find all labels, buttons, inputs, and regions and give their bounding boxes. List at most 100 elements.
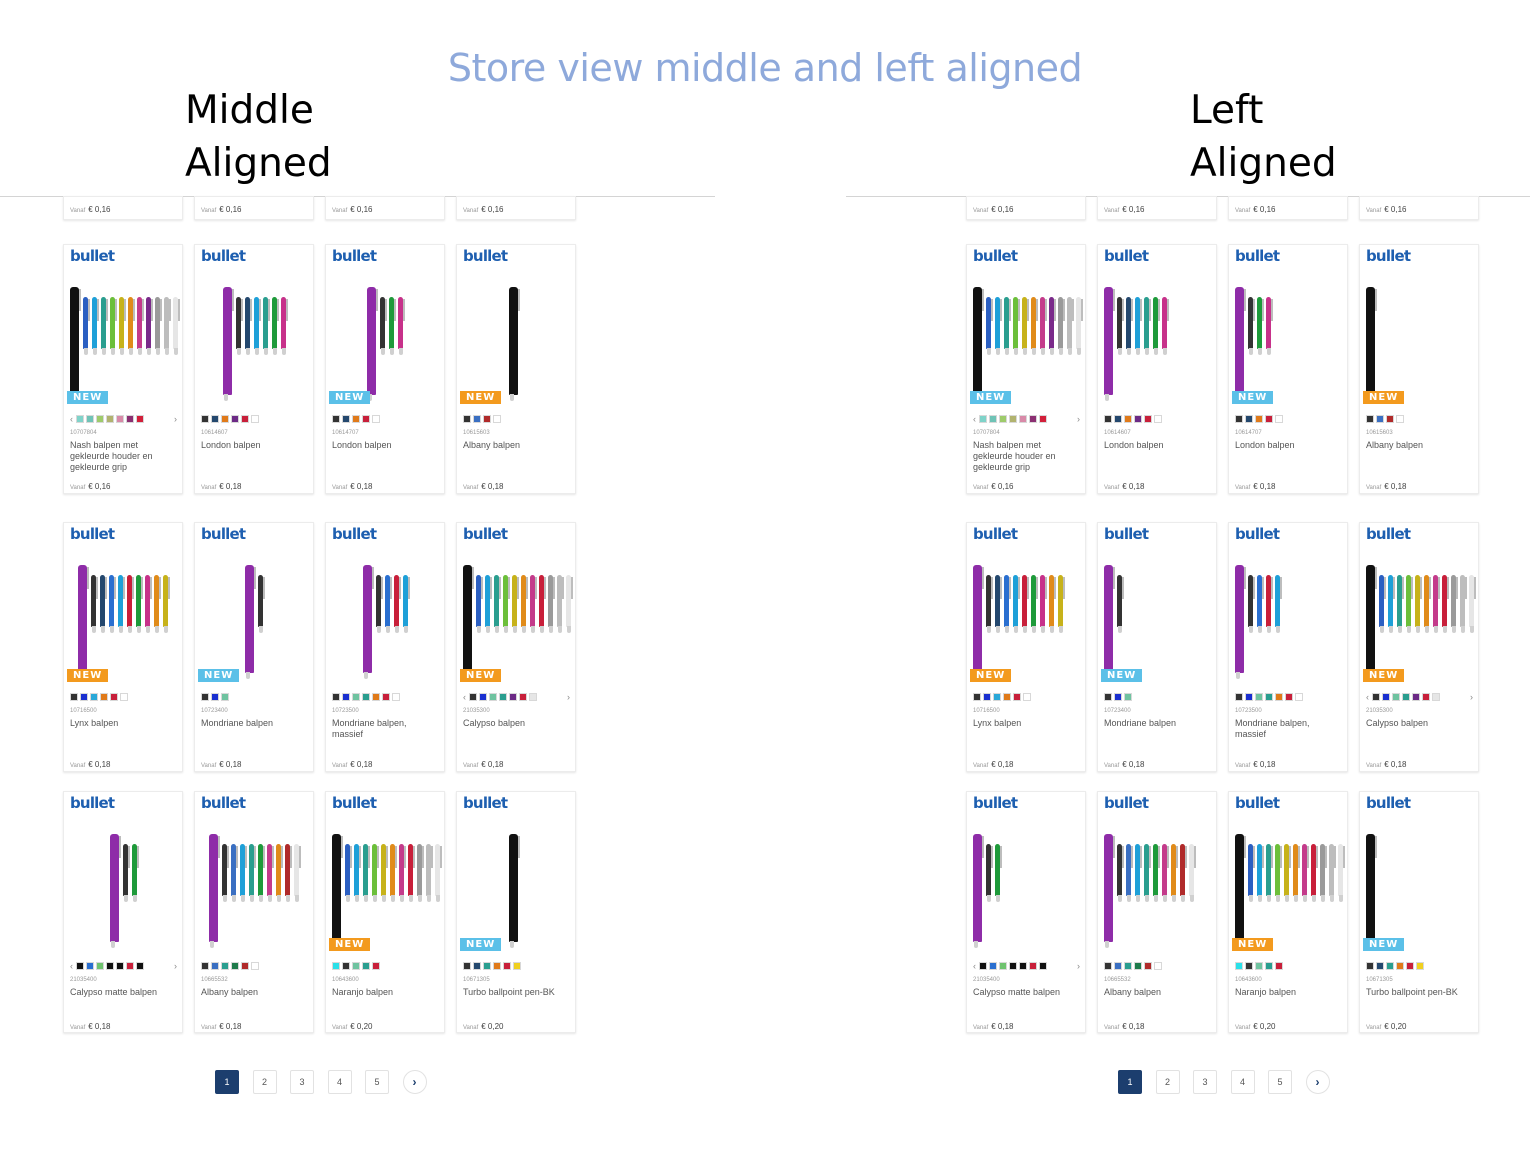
product-image[interactable] — [68, 822, 182, 948]
product-card[interactable]: bullet 10614607 London balpen Vanaf € 0,18 — [1097, 244, 1217, 494]
swatch-next-arrow[interactable]: › — [1077, 961, 1080, 971]
product-name[interactable]: Albany balpen — [201, 987, 259, 997]
color-swatch[interactable] — [1432, 693, 1440, 701]
color-swatch[interactable] — [1124, 415, 1132, 423]
color-swatch[interactable] — [1255, 693, 1263, 701]
color-swatch[interactable] — [90, 693, 98, 701]
color-swatch[interactable] — [983, 693, 991, 701]
color-swatch[interactable] — [509, 693, 517, 701]
color-swatch[interactable] — [1134, 962, 1142, 970]
product-card[interactable]: Vanaf € 0,16 — [63, 196, 183, 220]
color-swatch[interactable] — [1235, 415, 1243, 423]
color-swatch[interactable] — [362, 693, 370, 701]
product-card[interactable]: bullet NEW 10723400 Mondriane balpen Vanaf € … — [194, 522, 314, 772]
color-swatch[interactable] — [493, 962, 501, 970]
color-swatch[interactable] — [1275, 415, 1283, 423]
color-swatch[interactable] — [1372, 693, 1380, 701]
page-button-3[interactable]: 3 — [290, 1070, 314, 1094]
color-swatch[interactable] — [1039, 962, 1047, 970]
color-swatch[interactable] — [1376, 962, 1384, 970]
product-card[interactable]: Vanaf € 0,16 — [325, 196, 445, 220]
color-swatch[interactable] — [110, 693, 118, 701]
color-swatch[interactable] — [473, 962, 481, 970]
color-swatch[interactable] — [1019, 962, 1027, 970]
color-swatch[interactable] — [1134, 415, 1142, 423]
color-swatch[interactable] — [489, 693, 497, 701]
product-card[interactable]: bullet 10665532 Albany balpen Vanaf € 0,18 — [1097, 791, 1217, 1033]
product-name[interactable]: Albany balpen — [1104, 987, 1162, 997]
product-image[interactable] — [1233, 275, 1347, 401]
product-image[interactable] — [1233, 553, 1347, 679]
color-swatch[interactable] — [1029, 962, 1037, 970]
color-swatch[interactable] — [503, 962, 511, 970]
color-swatch[interactable] — [1285, 693, 1293, 701]
color-swatch[interactable] — [76, 962, 84, 970]
product-image[interactable] — [1233, 822, 1347, 948]
color-swatch[interactable] — [106, 962, 114, 970]
swatch-next-arrow[interactable]: › — [174, 961, 177, 971]
color-swatch[interactable] — [116, 962, 124, 970]
color-swatch[interactable] — [513, 962, 521, 970]
product-name[interactable]: Calypso matte balpen — [70, 987, 158, 997]
color-swatch[interactable] — [1275, 693, 1283, 701]
color-swatch[interactable] — [1265, 415, 1273, 423]
product-image[interactable] — [1364, 822, 1478, 948]
color-swatch[interactable] — [993, 693, 1001, 701]
color-swatch[interactable] — [1376, 415, 1384, 423]
color-swatch[interactable] — [342, 415, 350, 423]
color-swatch[interactable] — [1144, 415, 1152, 423]
product-card[interactable]: bullet NEW 10716500 Lynx balpen Vanaf € 0,18 — [966, 522, 1086, 772]
product-name[interactable]: London balpen — [1104, 440, 1164, 450]
product-card[interactable]: bullet NEW 10643600 Naranjo balpen Vanaf € 0,… — [1228, 791, 1348, 1033]
product-image[interactable] — [68, 553, 182, 679]
color-swatch[interactable] — [332, 962, 340, 970]
color-swatch[interactable] — [1114, 415, 1122, 423]
color-swatch[interactable] — [1245, 415, 1253, 423]
color-swatch[interactable] — [1422, 693, 1430, 701]
page-button-3[interactable]: 3 — [1193, 1070, 1217, 1094]
product-card[interactable]: bullet NEW ‹ › 10707804 Nash balpen met gekle… — [966, 244, 1086, 494]
product-card[interactable]: bullet NEW 10671305 Turbo ballpoint pen-BK V… — [1359, 791, 1479, 1033]
color-swatch[interactable] — [1366, 415, 1374, 423]
color-swatch[interactable] — [1013, 693, 1021, 701]
product-name[interactable]: London balpen — [332, 440, 392, 450]
product-name[interactable]: Naranjo balpen — [332, 987, 394, 997]
color-swatch[interactable] — [973, 693, 981, 701]
color-swatch[interactable] — [1009, 962, 1017, 970]
color-swatch[interactable] — [126, 415, 134, 423]
page-button-1[interactable]: 1 — [1118, 1070, 1142, 1094]
swatch-prev-arrow[interactable]: ‹ — [1366, 692, 1369, 702]
color-swatch[interactable] — [463, 415, 471, 423]
color-swatch[interactable] — [86, 415, 94, 423]
product-image[interactable] — [330, 822, 444, 948]
color-swatch[interactable] — [76, 415, 84, 423]
color-swatch[interactable] — [1114, 693, 1122, 701]
color-swatch[interactable] — [332, 415, 340, 423]
color-swatch[interactable] — [96, 415, 104, 423]
product-name[interactable]: London balpen — [1235, 440, 1295, 450]
color-swatch[interactable] — [201, 415, 209, 423]
color-swatch[interactable] — [392, 693, 400, 701]
color-swatch[interactable] — [1295, 693, 1303, 701]
product-card[interactable]: Vanaf € 0,16 — [194, 196, 314, 220]
color-swatch[interactable] — [372, 693, 380, 701]
product-name[interactable]: Calypso balpen — [1366, 718, 1429, 728]
color-swatch[interactable] — [1366, 962, 1374, 970]
color-swatch[interactable] — [352, 693, 360, 701]
product-name[interactable]: Albany balpen — [1366, 440, 1424, 450]
color-swatch[interactable] — [332, 693, 340, 701]
color-swatch[interactable] — [989, 415, 997, 423]
color-swatch[interactable] — [1104, 962, 1112, 970]
product-name[interactable]: Turbo ballpoint pen-BK — [1366, 987, 1458, 997]
product-card[interactable]: bullet NEW 10723400 Mondriane balpen Vanaf € … — [1097, 522, 1217, 772]
color-swatch[interactable] — [106, 415, 114, 423]
color-swatch[interactable] — [231, 415, 239, 423]
product-image[interactable] — [1102, 275, 1216, 401]
next-page-button[interactable]: › — [402, 1070, 427, 1094]
color-swatch[interactable] — [1039, 415, 1047, 423]
swatch-next-arrow[interactable]: › — [1077, 414, 1080, 424]
product-name[interactable]: Naranjo balpen — [1235, 987, 1297, 997]
product-image[interactable] — [199, 275, 313, 401]
color-swatch[interactable] — [136, 415, 144, 423]
product-name[interactable]: London balpen — [201, 440, 261, 450]
